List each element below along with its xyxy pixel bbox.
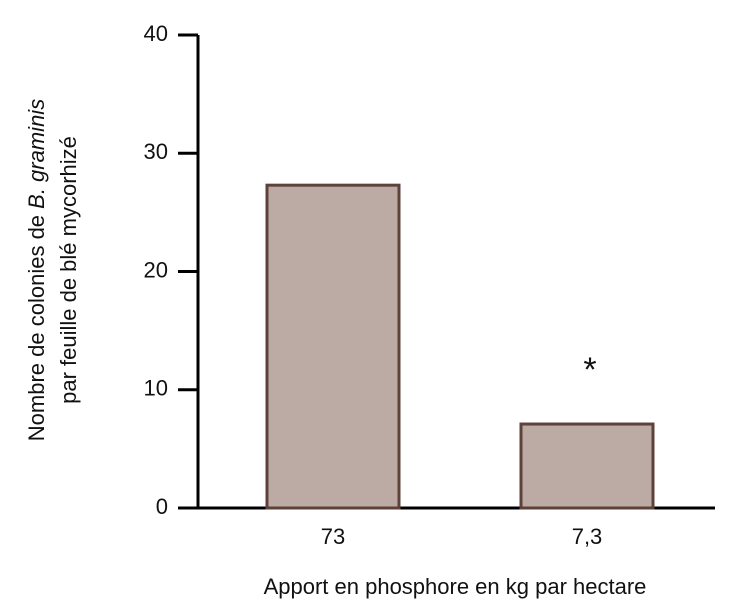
x-tick-label: 7,3 <box>572 524 603 549</box>
bar <box>519 422 655 510</box>
x-axis-label: Apport en phosphore en kg par hectare <box>264 574 647 599</box>
y-axis-label: Nombre de colonies de B. graminis <box>24 99 49 441</box>
y-tick-label: 10 <box>144 376 168 401</box>
y-label-part: Nombre de colonies de <box>24 209 49 441</box>
y-label-italic: B. graminis <box>24 99 49 209</box>
y-tick-label: 30 <box>144 139 168 164</box>
annotation: * <box>583 351 596 389</box>
y-axis-label-2: par feuille de blé mycorhizé <box>56 136 81 404</box>
y-tick-label: 20 <box>144 257 168 282</box>
y-tick-label: 0 <box>156 494 168 519</box>
x-tick-label: 73 <box>321 524 345 549</box>
y-tick-label: 40 <box>144 21 168 46</box>
bar <box>265 183 401 510</box>
